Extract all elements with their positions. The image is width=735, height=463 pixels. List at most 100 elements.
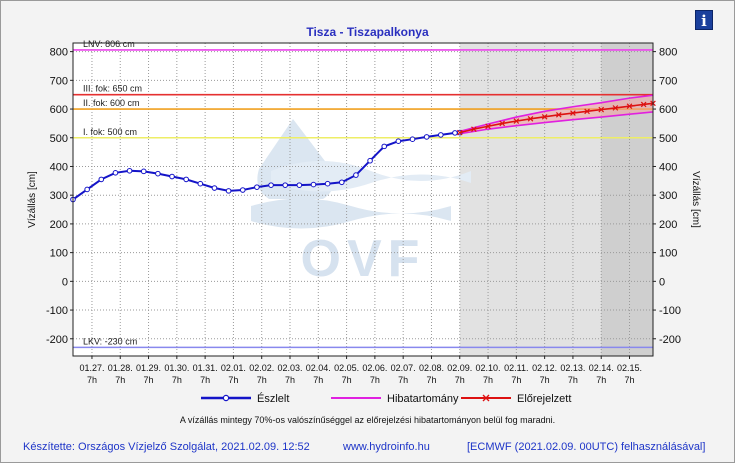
threshold-label: III. fok: 650 cm: [83, 84, 142, 94]
observed-point: [409, 136, 416, 142]
observed-point: [381, 143, 388, 150]
x-tick-hour-label: 7h: [313, 375, 323, 385]
x-tick-hour-label: 7h: [257, 375, 267, 385]
y-tick-label-left: -200: [46, 334, 68, 346]
x-tick-hour-label: 7h: [144, 375, 154, 385]
y-tick-label-right: 800: [659, 47, 677, 59]
footer-website-link[interactable]: www.hydroinfo.hu: [343, 441, 430, 453]
threshold-label: II. fok: 600 cm: [83, 98, 140, 108]
legend-label: Észlelt: [257, 392, 289, 405]
y-tick-label-left: 200: [50, 219, 68, 231]
observed-point: [310, 181, 317, 188]
y-tick-label-left: 100: [50, 248, 68, 260]
forecast-point: [456, 129, 463, 136]
x-tick-date-label: 02.11.: [504, 363, 528, 373]
x-tick-date-label: 01.31.: [193, 363, 218, 373]
forecast-point: [541, 113, 548, 120]
forecast-point: [555, 111, 562, 118]
x-tick-date-label: 02.10.: [476, 363, 501, 373]
x-tick-date-label: 02.01.: [221, 363, 246, 373]
y-tick-label-left: 0: [62, 276, 68, 288]
observed-point: [169, 173, 175, 180]
y-tick-label-right: 400: [659, 161, 677, 173]
error-band-upper-line: [459, 94, 654, 133]
legend-swatch-marker: [222, 394, 230, 402]
observed-point: [296, 182, 303, 188]
forecast-point: [626, 103, 633, 109]
x-tick-date-label: 02.06.: [362, 363, 387, 373]
observed-point: [140, 168, 147, 175]
threshold-label: I. fok: 500 cm: [83, 127, 137, 137]
forecast-point: [570, 110, 576, 116]
x-tick-date-label: 01.28.: [108, 363, 133, 373]
x-tick-date-label: 02.07.: [391, 363, 416, 373]
observed-point: [353, 172, 359, 178]
threshold-lines: LNV: 806 cm III. fok: 650 cm II. fok: 600 …: [73, 39, 653, 349]
observed-point: [98, 176, 105, 183]
forecast-point: [598, 106, 605, 113]
forecast-point: [584, 108, 590, 115]
observed-point: [197, 180, 204, 187]
footer-model: [ECMWF (2021.02.09. 00UTC) felhasználásá…: [467, 441, 706, 453]
observed-point: [282, 182, 288, 188]
y-tick-label-right: -200: [659, 334, 681, 346]
threshold-label: LKV: -230 cm: [83, 336, 137, 346]
error-band-lower-line: [459, 111, 654, 135]
y-tick-label-left: 700: [50, 75, 68, 87]
x-tick-date-label: 02.02.: [249, 363, 274, 373]
x-tick-date-label: 02.05.: [334, 363, 359, 373]
x-tick-hour-label: 7h: [172, 375, 182, 385]
x-tick-hour-label: 7h: [398, 375, 408, 385]
observed-point: [423, 134, 430, 140]
x-tick-date-label: 02.08.: [419, 363, 444, 373]
observed-point: [211, 185, 218, 191]
watermark-text: OVF: [301, 230, 426, 288]
x-tick-hour-label: 7h: [483, 375, 493, 385]
forecast-point: [640, 101, 647, 108]
y-tick-label-left: 600: [50, 104, 68, 116]
y-tick-label-right: 100: [659, 248, 677, 260]
y-tick-label-right: -100: [659, 305, 681, 317]
x-tick-hour-label: 7h: [342, 375, 352, 385]
legend-swatch-marker: [482, 394, 490, 402]
y-tick-label-right: 0: [659, 276, 665, 288]
series-lines: [70, 100, 656, 203]
y-tick-label-right: 700: [659, 75, 677, 87]
x-tick-date-label: 01.30.: [164, 363, 189, 373]
plot-area: [73, 43, 653, 356]
legend-label: Előrejelzett: [517, 393, 571, 405]
y-tick-label-right: 600: [659, 104, 677, 116]
y-axis-label-right: Vízállás [cm]: [690, 171, 701, 228]
observed-point: [112, 169, 119, 176]
forecast-note: A vízállás mintegy 70%-os valószínűségge…: [179, 415, 556, 425]
x-tick-date-label: 02.15.: [617, 363, 642, 373]
forecast-point: [471, 126, 477, 132]
observed-point: [126, 167, 133, 174]
y-tick-label-right: 200: [659, 219, 677, 231]
x-tick-hour-label: 7h: [115, 375, 125, 385]
observed-point: [395, 138, 402, 145]
x-tick-date-label: 02.04.: [306, 363, 331, 373]
legend-label: Hibatartomány: [387, 393, 459, 405]
forecast-point: [485, 123, 491, 130]
y-tick-label-left: -100: [46, 305, 68, 317]
forecast-area-late: [601, 43, 653, 356]
observed-point: [324, 180, 331, 187]
observed-point: [438, 132, 444, 138]
x-tick-hour-label: 7h: [426, 375, 436, 385]
observed-point: [84, 186, 90, 193]
x-tick-hour-label: 7h: [455, 375, 465, 385]
y-tick-label-right: 500: [659, 133, 677, 145]
x-tick-date-label: 02.13.: [560, 363, 585, 373]
x-tick-date-label: 02.03.: [277, 363, 302, 373]
x-tick-hour-label: 7h: [285, 375, 295, 385]
x-tick-date-label: 01.27.: [79, 363, 104, 373]
info-icon[interactable]: i: [695, 10, 713, 30]
x-tick-hour-label: 7h: [370, 375, 380, 385]
x-tick-hour-label: 7h: [596, 375, 606, 385]
observed-point: [268, 182, 274, 188]
forecast-point: [527, 115, 534, 122]
plot-frame: [72, 42, 654, 357]
